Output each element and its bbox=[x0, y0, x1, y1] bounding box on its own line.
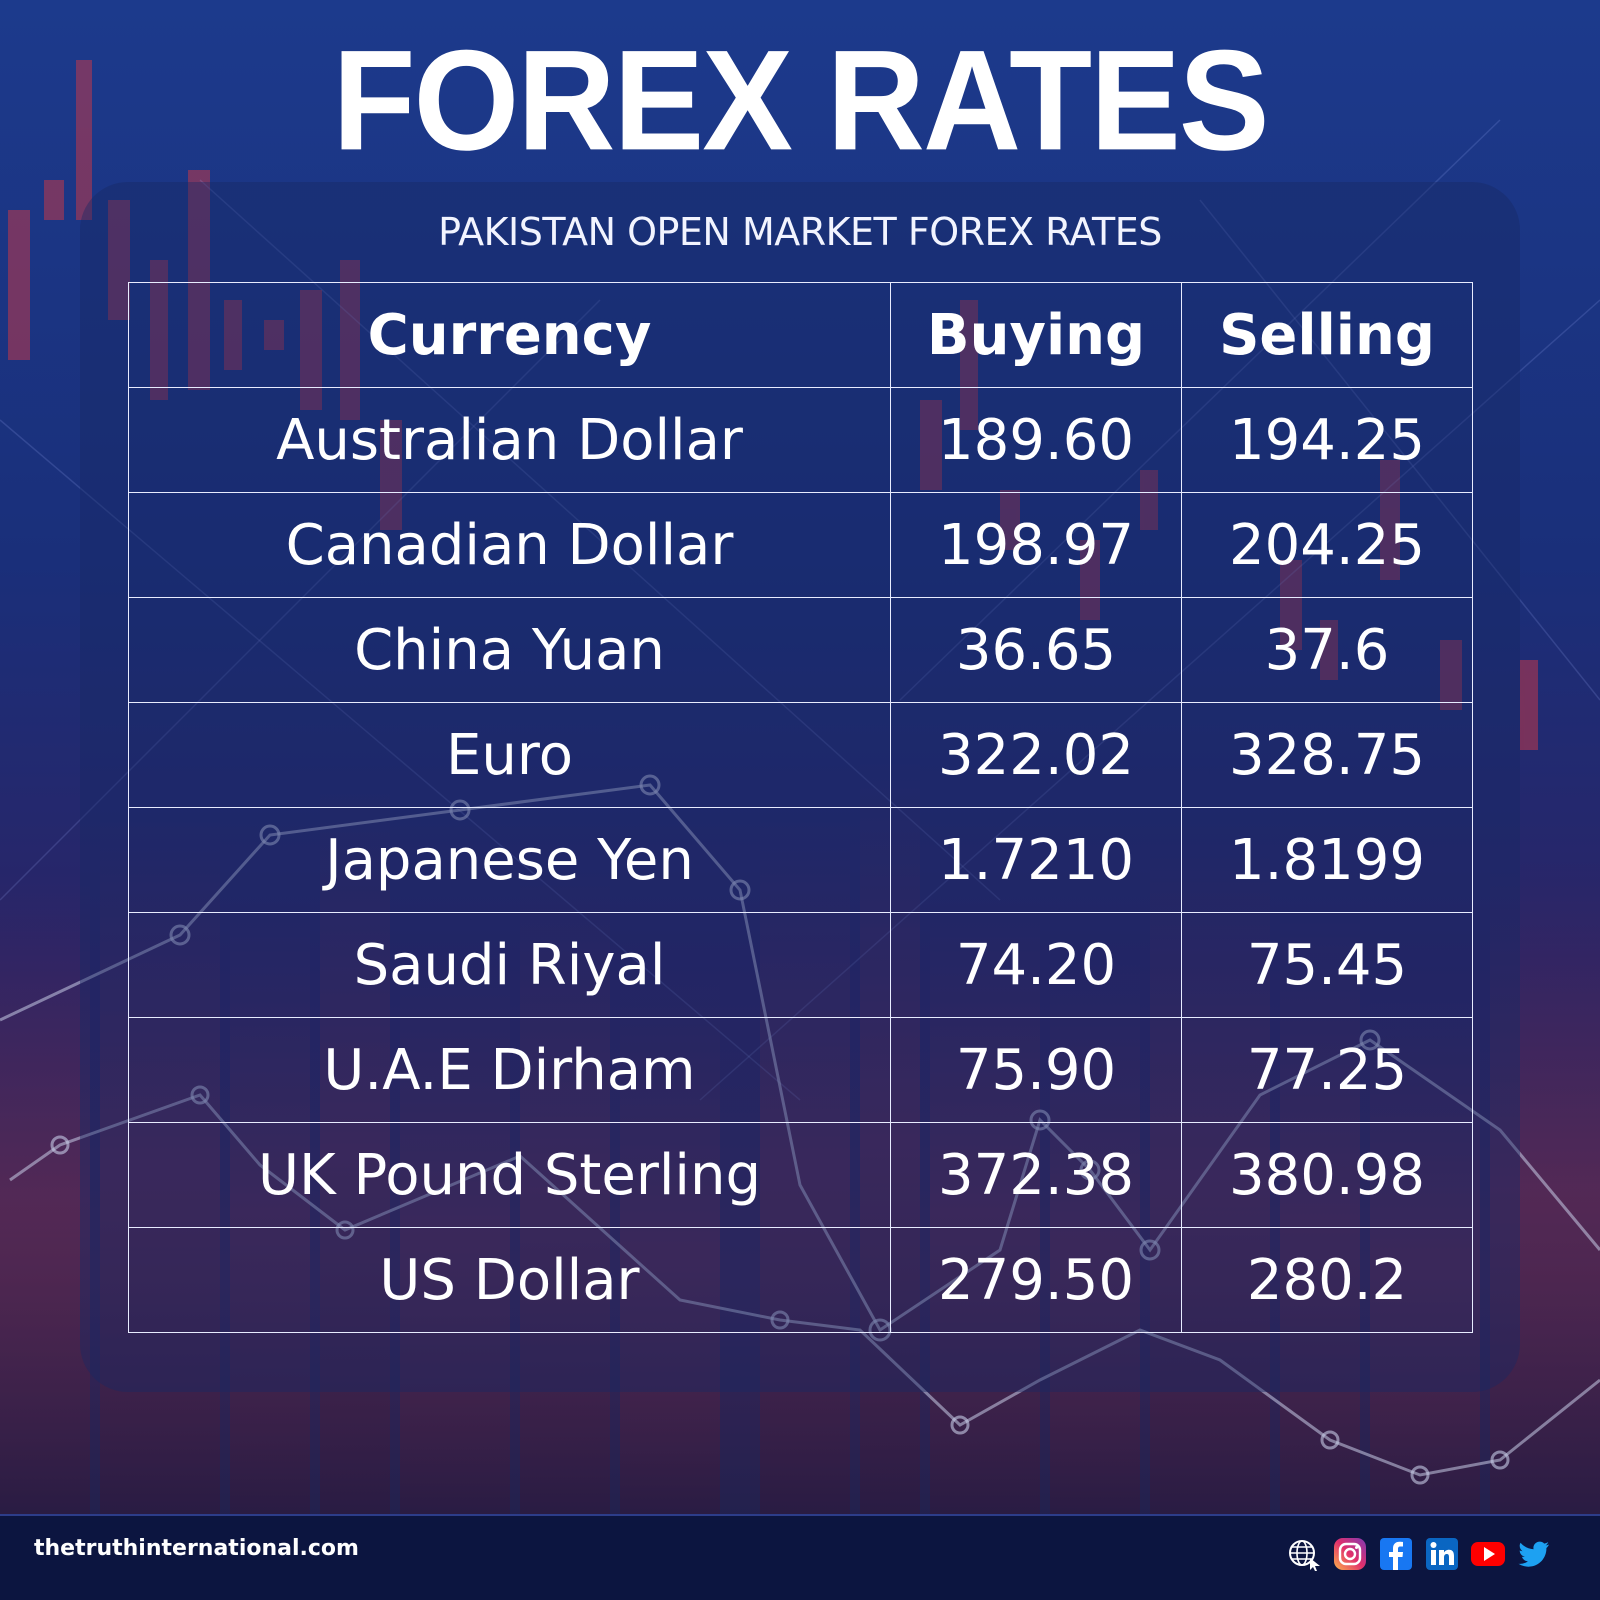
table-row: Japanese Yen 1.7210 1.8199 bbox=[128, 807, 1473, 913]
selling-cell: 77.25 bbox=[1181, 1017, 1473, 1123]
selling-cell: 194.25 bbox=[1181, 387, 1473, 493]
selling-cell: 280.2 bbox=[1181, 1227, 1473, 1333]
buying-cell: 74.20 bbox=[890, 912, 1182, 1018]
selling-cell: 1.8199 bbox=[1181, 807, 1473, 913]
buying-cell: 279.50 bbox=[890, 1227, 1182, 1333]
buying-cell: 75.90 bbox=[890, 1017, 1182, 1123]
instagram-icon[interactable] bbox=[1332, 1536, 1368, 1572]
currency-cell: Australian Dollar bbox=[128, 387, 891, 493]
page-title: FOREX RATES bbox=[332, 20, 1269, 180]
page-subtitle: PAKISTAN OPEN MARKET FOREX RATES bbox=[438, 210, 1162, 254]
table-row: U.A.E Dirham 75.90 77.25 bbox=[128, 1017, 1473, 1123]
globe-icon[interactable] bbox=[1286, 1536, 1322, 1572]
currency-cell: UK Pound Sterling bbox=[128, 1122, 891, 1228]
linkedin-icon[interactable] bbox=[1424, 1536, 1460, 1572]
selling-cell: 37.6 bbox=[1181, 597, 1473, 703]
buying-cell: 322.02 bbox=[890, 702, 1182, 808]
currency-cell: Canadian Dollar bbox=[128, 492, 891, 598]
currency-cell: Saudi Riyal bbox=[128, 912, 891, 1018]
selling-cell: 204.25 bbox=[1181, 492, 1473, 598]
facebook-icon[interactable] bbox=[1378, 1536, 1414, 1572]
table-row: China Yuan 36.65 37.6 bbox=[128, 597, 1473, 703]
table-header-row: Currency Buying Selling bbox=[128, 282, 1473, 388]
selling-cell: 75.45 bbox=[1181, 912, 1473, 1018]
table-row: Canadian Dollar 198.97 204.25 bbox=[128, 492, 1473, 598]
website-link[interactable]: thetruthinternational.com bbox=[34, 1536, 359, 1561]
buying-cell: 1.7210 bbox=[890, 807, 1182, 913]
table-row: Saudi Riyal 74.20 75.45 bbox=[128, 912, 1473, 1018]
selling-cell: 380.98 bbox=[1181, 1122, 1473, 1228]
buying-cell: 198.97 bbox=[890, 492, 1182, 598]
currency-cell: Japanese Yen bbox=[128, 807, 891, 913]
buying-cell: 189.60 bbox=[890, 387, 1182, 493]
forex-rates-table: Currency Buying Selling Australian Dolla… bbox=[128, 282, 1473, 1333]
footer-bar bbox=[0, 1516, 1600, 1600]
table-row: Australian Dollar 189.60 194.25 bbox=[128, 387, 1473, 493]
header-buying: Buying bbox=[890, 282, 1182, 388]
social-icons bbox=[1286, 1534, 1552, 1574]
table-row: US Dollar 279.50 280.2 bbox=[128, 1227, 1473, 1333]
twitter-icon[interactable] bbox=[1516, 1536, 1552, 1572]
table-row: UK Pound Sterling 372.38 380.98 bbox=[128, 1122, 1473, 1228]
currency-cell: U.A.E Dirham bbox=[128, 1017, 891, 1123]
header-currency: Currency bbox=[128, 282, 891, 388]
currency-cell: Euro bbox=[128, 702, 891, 808]
table-row: Euro 322.02 328.75 bbox=[128, 702, 1473, 808]
currency-cell: China Yuan bbox=[128, 597, 891, 703]
buying-cell: 36.65 bbox=[890, 597, 1182, 703]
footer-divider bbox=[0, 1514, 1600, 1516]
youtube-icon[interactable] bbox=[1470, 1536, 1506, 1572]
currency-cell: US Dollar bbox=[128, 1227, 891, 1333]
buying-cell: 372.38 bbox=[890, 1122, 1182, 1228]
header-selling: Selling bbox=[1181, 282, 1473, 388]
selling-cell: 328.75 bbox=[1181, 702, 1473, 808]
